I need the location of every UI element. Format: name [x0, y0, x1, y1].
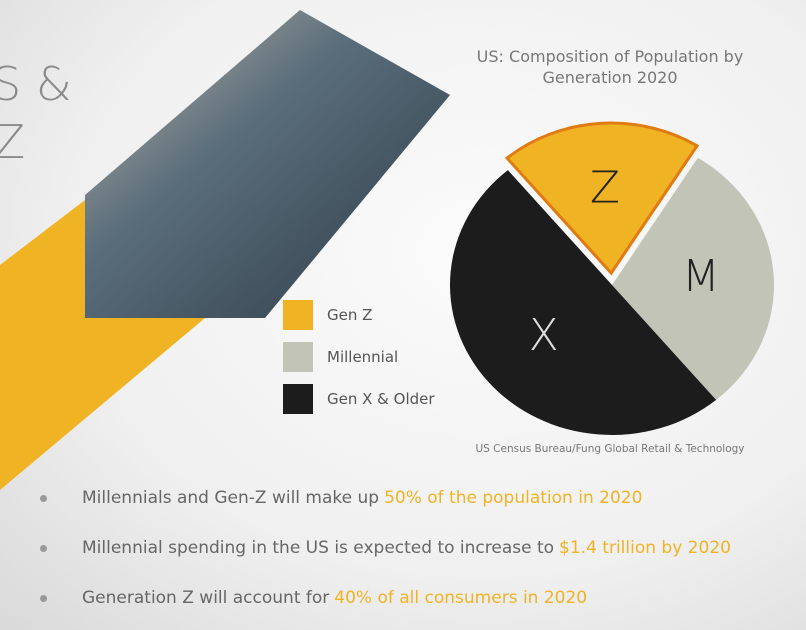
legend-label: Gen Z [327, 306, 373, 324]
slice-label: X [529, 310, 559, 361]
legend-swatch [283, 342, 313, 372]
legend-swatch [283, 300, 313, 330]
pie-slice [612, 157, 774, 400]
bullet-highlight: 40% of all consumers in 2020 [334, 588, 588, 608]
bullet-highlight: $1.4 trillion by 2020 [559, 538, 731, 558]
title-fragment: IZ [0, 115, 25, 169]
legend-item: Gen X & Older [283, 384, 435, 414]
bullet-dot [40, 494, 47, 502]
bullet-text: Millennial spending in the US is expecte… [82, 538, 555, 558]
legend-label: Gen X & Older [327, 390, 435, 408]
bullet: Millennial spending in the US is expecte… [40, 538, 731, 558]
bullet-dot [40, 544, 47, 552]
bullet-dot [40, 594, 47, 602]
title-fragment: S & [0, 57, 72, 111]
legend-swatch [283, 384, 313, 414]
photo [85, 10, 450, 318]
legend-item: Gen Z [283, 300, 372, 330]
legend-item: Millennial [283, 342, 398, 372]
yellow-band [0, 200, 205, 490]
bullet: Millennials and Gen-Z will make up 50% of… [40, 488, 642, 508]
source: US Census Bureau/Fung Global Retail & Te… [475, 443, 745, 455]
pie: Z M X [449, 121, 774, 436]
pie-slice [504, 121, 700, 276]
bullet-text: Millennials and Gen-Z will make up [82, 488, 380, 508]
slice-label: Z [590, 163, 620, 214]
legend-label: Millennial [327, 348, 399, 366]
chart-title: US: Composition of Population by Generat… [476, 47, 744, 87]
slice-label: M [682, 251, 720, 302]
bullet-highlight: 50% of the population in 2020 [384, 488, 643, 508]
bullet-text: Generation Z will account for [82, 588, 330, 608]
pie-slice [449, 170, 717, 436]
bullet: Generation Z will account for 40% of all … [40, 588, 587, 608]
